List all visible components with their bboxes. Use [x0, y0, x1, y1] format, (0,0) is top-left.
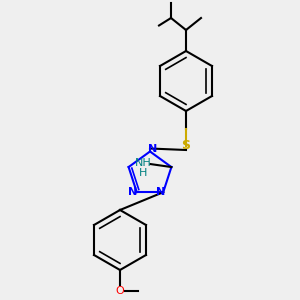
Text: N: N	[156, 187, 165, 197]
Text: S: S	[182, 139, 190, 152]
Text: O: O	[116, 286, 124, 296]
Text: NH: NH	[134, 158, 151, 167]
Text: N: N	[148, 143, 158, 154]
Text: H: H	[139, 168, 147, 178]
Text: N: N	[128, 187, 137, 197]
